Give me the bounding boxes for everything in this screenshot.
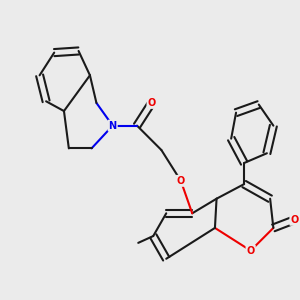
Text: O: O <box>148 98 156 108</box>
Text: O: O <box>177 176 185 186</box>
Text: O: O <box>247 246 255 256</box>
Text: N: N <box>109 121 117 130</box>
Text: O: O <box>290 215 298 225</box>
